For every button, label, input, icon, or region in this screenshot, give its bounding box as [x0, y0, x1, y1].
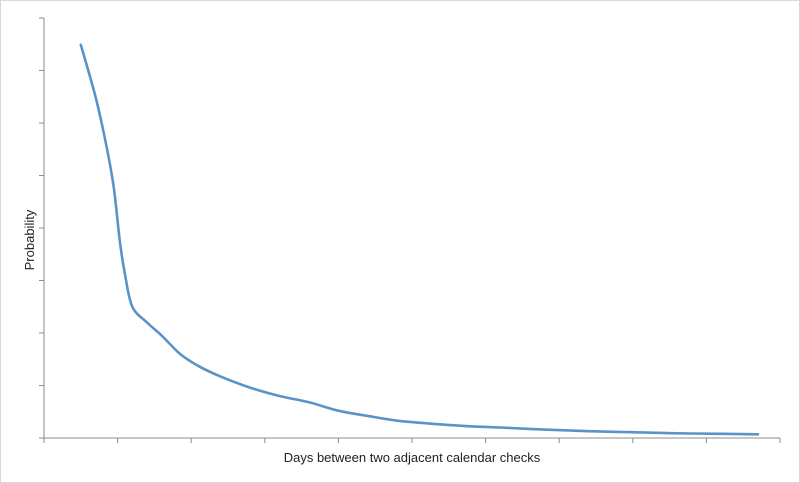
series-line [79, 43, 760, 436]
x-axis-title: Days between two adjacent calendar check… [284, 450, 541, 465]
y-axis-title: Probability [22, 209, 37, 270]
axis-ticks [39, 17, 781, 443]
axes [43, 18, 780, 439]
